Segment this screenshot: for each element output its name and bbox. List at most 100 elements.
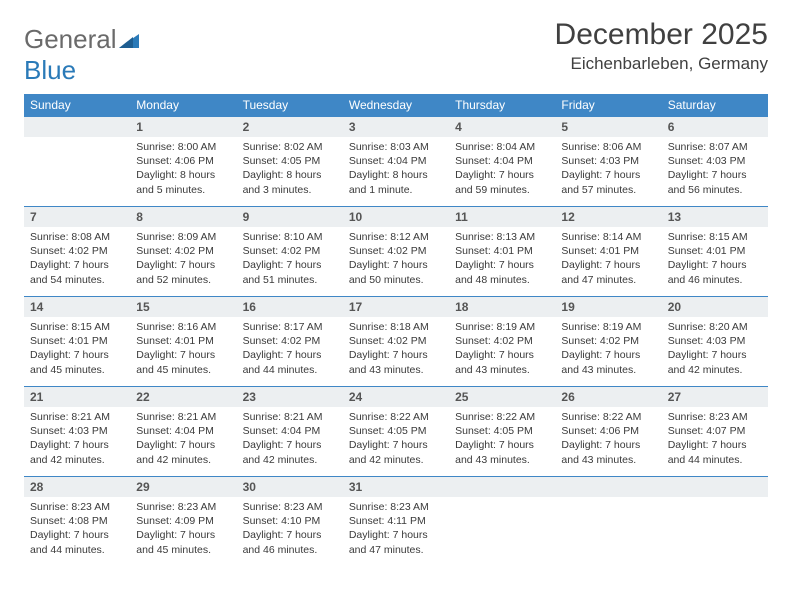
day-number: 29 <box>130 477 236 497</box>
calendar-cell: 5Sunrise: 8:06 AMSunset: 4:03 PMDaylight… <box>555 117 661 207</box>
day-details: Sunrise: 8:07 AMSunset: 4:03 PMDaylight:… <box>662 137 768 203</box>
day-number: 21 <box>24 387 130 407</box>
month-title: December 2025 <box>555 18 768 52</box>
day-number: 2 <box>237 117 343 137</box>
calendar-body: 1Sunrise: 8:00 AMSunset: 4:06 PMDaylight… <box>24 117 768 567</box>
calendar-row: 21Sunrise: 8:21 AMSunset: 4:03 PMDayligh… <box>24 387 768 477</box>
calendar-cell: 14Sunrise: 8:15 AMSunset: 4:01 PMDayligh… <box>24 297 130 387</box>
day-details: Sunrise: 8:16 AMSunset: 4:01 PMDaylight:… <box>130 317 236 383</box>
day-number: 10 <box>343 207 449 227</box>
day-details: Sunrise: 8:13 AMSunset: 4:01 PMDaylight:… <box>449 227 555 293</box>
day-details: Sunrise: 8:15 AMSunset: 4:01 PMDaylight:… <box>662 227 768 293</box>
calendar-cell: 26Sunrise: 8:22 AMSunset: 4:06 PMDayligh… <box>555 387 661 477</box>
day-details: Sunrise: 8:09 AMSunset: 4:02 PMDaylight:… <box>130 227 236 293</box>
day-number: 15 <box>130 297 236 317</box>
day-number-empty <box>449 477 555 497</box>
calendar-cell: 29Sunrise: 8:23 AMSunset: 4:09 PMDayligh… <box>130 477 236 567</box>
logo-triangle-icon <box>119 24 139 55</box>
calendar-cell: 9Sunrise: 8:10 AMSunset: 4:02 PMDaylight… <box>237 207 343 297</box>
day-number: 17 <box>343 297 449 317</box>
day-number: 8 <box>130 207 236 227</box>
day-details: Sunrise: 8:23 AMSunset: 4:09 PMDaylight:… <box>130 497 236 563</box>
day-details: Sunrise: 8:22 AMSunset: 4:05 PMDaylight:… <box>449 407 555 473</box>
day-number-empty <box>662 477 768 497</box>
calendar-cell <box>449 477 555 567</box>
weekday-header: Wednesday <box>343 94 449 117</box>
calendar-cell: 12Sunrise: 8:14 AMSunset: 4:01 PMDayligh… <box>555 207 661 297</box>
calendar-cell <box>555 477 661 567</box>
calendar-cell: 21Sunrise: 8:21 AMSunset: 4:03 PMDayligh… <box>24 387 130 477</box>
calendar-cell: 24Sunrise: 8:22 AMSunset: 4:05 PMDayligh… <box>343 387 449 477</box>
weekday-header: Tuesday <box>237 94 343 117</box>
day-number: 5 <box>555 117 661 137</box>
day-details: Sunrise: 8:20 AMSunset: 4:03 PMDaylight:… <box>662 317 768 383</box>
calendar-cell <box>662 477 768 567</box>
day-details: Sunrise: 8:23 AMSunset: 4:11 PMDaylight:… <box>343 497 449 563</box>
calendar-cell: 17Sunrise: 8:18 AMSunset: 4:02 PMDayligh… <box>343 297 449 387</box>
day-details: Sunrise: 8:14 AMSunset: 4:01 PMDaylight:… <box>555 227 661 293</box>
day-number: 22 <box>130 387 236 407</box>
day-number: 3 <box>343 117 449 137</box>
calendar-cell: 6Sunrise: 8:07 AMSunset: 4:03 PMDaylight… <box>662 117 768 207</box>
day-number: 25 <box>449 387 555 407</box>
title-block: December 2025 Eichenbarleben, Germany <box>555 18 768 74</box>
calendar-table: SundayMondayTuesdayWednesdayThursdayFrid… <box>24 94 768 567</box>
calendar-cell: 30Sunrise: 8:23 AMSunset: 4:10 PMDayligh… <box>237 477 343 567</box>
day-number: 1 <box>130 117 236 137</box>
day-number-empty <box>555 477 661 497</box>
day-number: 11 <box>449 207 555 227</box>
day-details: Sunrise: 8:23 AMSunset: 4:10 PMDaylight:… <box>237 497 343 563</box>
day-number: 12 <box>555 207 661 227</box>
day-details: Sunrise: 8:10 AMSunset: 4:02 PMDaylight:… <box>237 227 343 293</box>
day-details: Sunrise: 8:22 AMSunset: 4:06 PMDaylight:… <box>555 407 661 473</box>
calendar-cell: 20Sunrise: 8:20 AMSunset: 4:03 PMDayligh… <box>662 297 768 387</box>
day-number: 26 <box>555 387 661 407</box>
day-number: 19 <box>555 297 661 317</box>
day-number: 27 <box>662 387 768 407</box>
calendar-cell: 23Sunrise: 8:21 AMSunset: 4:04 PMDayligh… <box>237 387 343 477</box>
day-number-empty <box>24 117 130 137</box>
day-number: 13 <box>662 207 768 227</box>
weekday-header: Friday <box>555 94 661 117</box>
day-details: Sunrise: 8:08 AMSunset: 4:02 PMDaylight:… <box>24 227 130 293</box>
calendar-cell: 1Sunrise: 8:00 AMSunset: 4:06 PMDaylight… <box>130 117 236 207</box>
calendar-cell: 2Sunrise: 8:02 AMSunset: 4:05 PMDaylight… <box>237 117 343 207</box>
day-number: 9 <box>237 207 343 227</box>
day-details: Sunrise: 8:19 AMSunset: 4:02 PMDaylight:… <box>555 317 661 383</box>
header: GeneralBlue December 2025 Eichenbarleben… <box>24 18 768 86</box>
weekday-row: SundayMondayTuesdayWednesdayThursdayFrid… <box>24 94 768 117</box>
calendar-cell: 3Sunrise: 8:03 AMSunset: 4:04 PMDaylight… <box>343 117 449 207</box>
calendar-cell: 28Sunrise: 8:23 AMSunset: 4:08 PMDayligh… <box>24 477 130 567</box>
day-details: Sunrise: 8:23 AMSunset: 4:08 PMDaylight:… <box>24 497 130 563</box>
day-details: Sunrise: 8:12 AMSunset: 4:02 PMDaylight:… <box>343 227 449 293</box>
day-details: Sunrise: 8:22 AMSunset: 4:05 PMDaylight:… <box>343 407 449 473</box>
day-number: 23 <box>237 387 343 407</box>
day-details: Sunrise: 8:06 AMSunset: 4:03 PMDaylight:… <box>555 137 661 203</box>
calendar-cell: 8Sunrise: 8:09 AMSunset: 4:02 PMDaylight… <box>130 207 236 297</box>
calendar-head: SundayMondayTuesdayWednesdayThursdayFrid… <box>24 94 768 117</box>
day-number: 30 <box>237 477 343 497</box>
day-details: Sunrise: 8:19 AMSunset: 4:02 PMDaylight:… <box>449 317 555 383</box>
day-details: Sunrise: 8:18 AMSunset: 4:02 PMDaylight:… <box>343 317 449 383</box>
day-number: 4 <box>449 117 555 137</box>
day-number: 28 <box>24 477 130 497</box>
logo-part2: Blue <box>24 55 76 85</box>
calendar-row: 14Sunrise: 8:15 AMSunset: 4:01 PMDayligh… <box>24 297 768 387</box>
calendar-cell: 19Sunrise: 8:19 AMSunset: 4:02 PMDayligh… <box>555 297 661 387</box>
day-details: Sunrise: 8:15 AMSunset: 4:01 PMDaylight:… <box>24 317 130 383</box>
weekday-header: Saturday <box>662 94 768 117</box>
calendar-row: 28Sunrise: 8:23 AMSunset: 4:08 PMDayligh… <box>24 477 768 567</box>
day-number: 16 <box>237 297 343 317</box>
day-number: 6 <box>662 117 768 137</box>
day-details: Sunrise: 8:00 AMSunset: 4:06 PMDaylight:… <box>130 137 236 203</box>
calendar-cell: 15Sunrise: 8:16 AMSunset: 4:01 PMDayligh… <box>130 297 236 387</box>
day-details: Sunrise: 8:03 AMSunset: 4:04 PMDaylight:… <box>343 137 449 203</box>
weekday-header: Monday <box>130 94 236 117</box>
logo-part1: General <box>24 24 117 54</box>
calendar-cell: 7Sunrise: 8:08 AMSunset: 4:02 PMDaylight… <box>24 207 130 297</box>
calendar-cell: 10Sunrise: 8:12 AMSunset: 4:02 PMDayligh… <box>343 207 449 297</box>
day-number: 7 <box>24 207 130 227</box>
calendar-cell: 31Sunrise: 8:23 AMSunset: 4:11 PMDayligh… <box>343 477 449 567</box>
day-details: Sunrise: 8:21 AMSunset: 4:03 PMDaylight:… <box>24 407 130 473</box>
day-number: 31 <box>343 477 449 497</box>
